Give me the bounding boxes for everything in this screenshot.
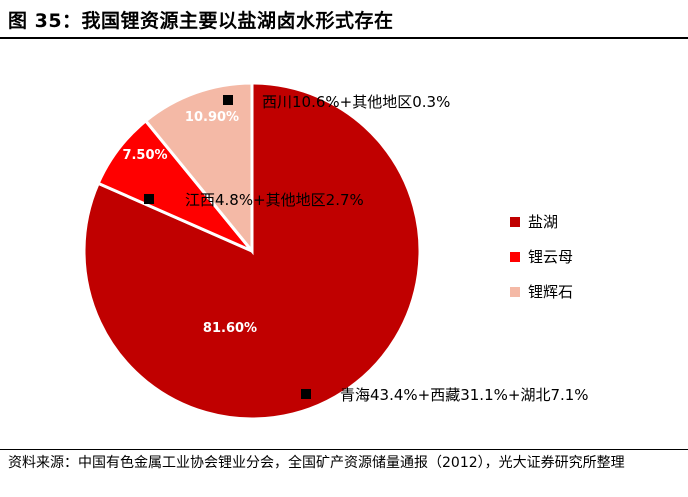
source-rule [0,449,688,450]
annotation-salt-lake: 青海43.4%+西藏31.1%+湖北7.1% [340,386,589,404]
legend-label-lepidolite: 锂云母 [528,248,573,266]
source-note: 资料来源：中国有色金属工业协会锂业分会，全国矿产资源储量通报（2012），光大证… [8,455,625,471]
legend-swatch-salt-lake [510,217,520,227]
pie-label-salt-lake: 81.60% [203,321,257,336]
annotation-marker-spodumene [223,95,233,105]
figure-title: 图 35：我国锂资源主要以盐湖卤水形式存在 [8,10,394,32]
pie-label-spodumene: 10.90% [185,110,239,125]
pie-slice-spodumene [143,81,254,256]
pie-chart: 81.60% 青海43.4%+西藏31.1%+湖北7.1% 7.50% 江西4.8%+… [82,81,589,421]
legend-swatch-lepidolite [510,252,520,262]
title-rule [0,37,688,39]
legend-label-spodumene: 锂辉石 [528,283,573,301]
legend-swatch-spodumene [510,287,520,297]
legend-label-salt-lake: 盐湖 [528,213,558,231]
annotation-spodumene: 西川10.6%+其他地区0.3% [262,93,450,111]
annotation-lepidolite: 江西4.8%+其他地区2.7% [185,191,364,209]
annotation-marker-salt-lake [301,389,311,399]
annotation-marker-lepidolite [144,194,154,204]
pie-label-lepidolite: 7.50% [122,148,167,163]
